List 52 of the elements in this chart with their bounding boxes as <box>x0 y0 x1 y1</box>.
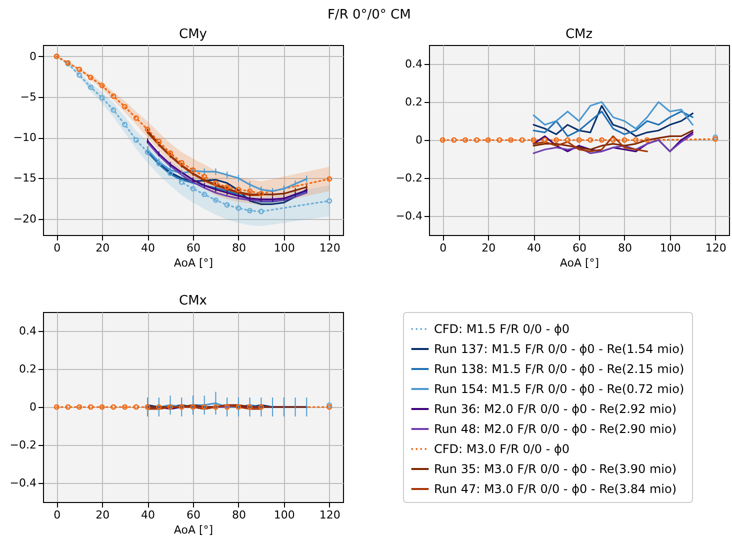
x-tick-label: 60 <box>186 508 200 522</box>
legend-label: Run 137: M1.5 F/R 0/0 - ϕ0 - Re(1.54 mio) <box>434 342 684 356</box>
y-tick-label: −0.4 <box>10 476 36 490</box>
x-tick-label: 40 <box>141 508 156 522</box>
x-tick-label: 80 <box>232 508 246 522</box>
x-tick-label: 20 <box>96 242 110 254</box>
x-tick-label: 60 <box>572 242 586 254</box>
y-tick-label: 0.2 <box>405 96 422 108</box>
chart-title: CMz <box>565 27 593 42</box>
x-tick-label: 100 <box>660 242 681 254</box>
y-tick-label: 0.4 <box>405 58 422 70</box>
x-tick-label: 0 <box>54 508 61 522</box>
y-tick-label: 0.2 <box>19 362 36 376</box>
chart-title: CMx <box>179 294 208 308</box>
legend-label: Run 35: M3.0 F/R 0/0 - ϕ0 - Re(3.90 mio) <box>434 462 677 476</box>
x-tick-label: 20 <box>96 508 110 522</box>
legend-label: Run 36: M2.0 F/R 0/0 - ϕ0 - Re(2.92 mio) <box>434 402 677 416</box>
x-tick-label: 80 <box>618 242 632 254</box>
y-tick-label: 0 <box>30 50 36 63</box>
x-tick-label: 0 <box>440 242 447 254</box>
y-tick-label: −20 <box>13 212 36 226</box>
legend-label: Run 48: M2.0 F/R 0/0 - ϕ0 - Re(2.90 mio) <box>434 422 677 436</box>
y-tick-label: −15 <box>13 172 36 185</box>
legend-label: CFD: M3.0 F/R 0/0 - ϕ0 <box>434 442 570 456</box>
x-tick-label: 120 <box>319 242 340 254</box>
x-tick-label: 40 <box>141 242 156 254</box>
y-tick-label: −10 <box>13 131 36 144</box>
y-tick-label: −0.4 <box>396 210 422 222</box>
x-tick-label: 100 <box>274 508 295 522</box>
x-axis-title: AoA [°] <box>174 524 214 536</box>
legend-label: Run 154: M1.5 F/R 0/0 - ϕ0 - Re(0.72 mio) <box>434 382 684 396</box>
legend-label: CFD: M1.5 F/R 0/0 - ϕ0 <box>434 322 570 336</box>
x-axis-title: AoA [°] <box>560 256 600 270</box>
y-tick-label: 0 <box>416 134 422 146</box>
x-tick-label: 0 <box>54 242 61 254</box>
y-tick-label: −5 <box>20 90 36 104</box>
x-tick-label: 40 <box>527 242 542 254</box>
x-tick-label: 120 <box>705 242 726 254</box>
y-tick-label: 0 <box>30 400 36 414</box>
chart-title: CMy <box>179 27 208 42</box>
x-axis-title: AoA [°] <box>174 256 214 270</box>
x-tick-label: 120 <box>319 508 340 522</box>
x-tick-label: 60 <box>186 242 200 254</box>
legend-label: Run 47: M3.0 F/R 0/0 - ϕ0 - Re(3.84 mio) <box>434 482 677 496</box>
x-tick-label: 20 <box>482 242 496 254</box>
y-tick-label: −0.2 <box>396 172 422 184</box>
x-tick-label: 80 <box>232 242 246 254</box>
legend-label: Run 138: M1.5 F/R 0/0 - ϕ0 - Re(2.15 mio) <box>434 362 684 376</box>
y-tick-label: −0.2 <box>10 438 36 452</box>
x-tick-label: 100 <box>274 242 295 254</box>
text: F/R 0°/0° CM <box>327 8 411 22</box>
y-tick-label: 0.4 <box>19 324 36 338</box>
